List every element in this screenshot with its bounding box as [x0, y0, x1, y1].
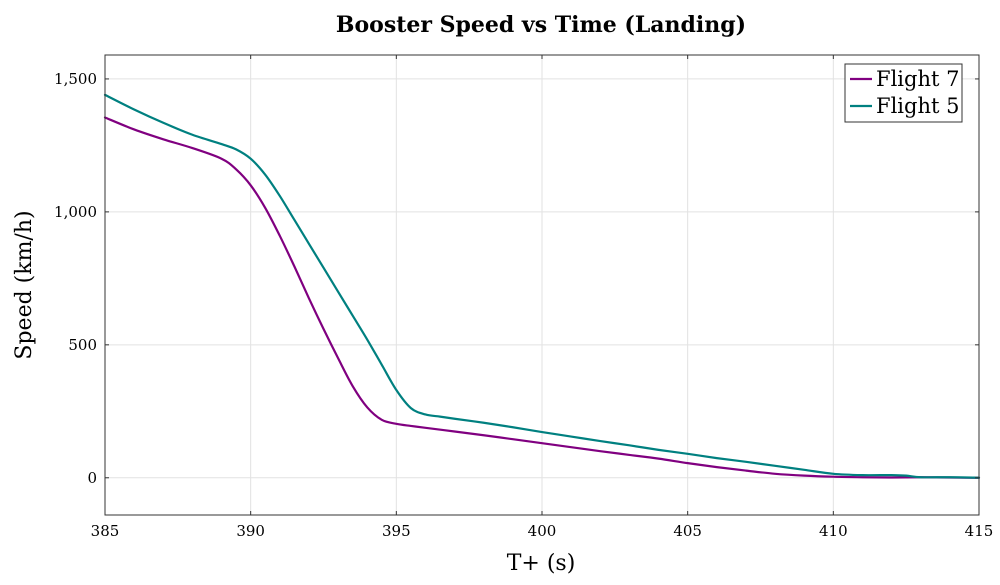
y-tick-label: 0: [87, 469, 97, 487]
y-tick-label: 1,000: [54, 203, 97, 221]
legend: Flight 7 Flight 5: [844, 63, 963, 123]
legend-label-flight-7: Flight 7: [876, 67, 959, 91]
series-line-flight-7: [103, 116, 981, 479]
x-axis-label: T+ (s): [507, 551, 576, 576]
grid: [104, 55, 980, 515]
legend-label-flight-5: Flight 5: [876, 94, 959, 118]
x-tick-label: 410: [819, 522, 848, 540]
axis-ticks: 385 390 395 400 405 410 415 0 500 1,000 1,500: [54, 55, 993, 540]
x-tick-label: 400: [528, 522, 557, 540]
y-tick-label: 1,500: [54, 70, 97, 88]
y-axis-label: Speed (km/h): [12, 210, 37, 359]
y-tick-label: 500: [68, 336, 97, 354]
x-tick-label: 405: [673, 522, 702, 540]
series-layer: [103, 93, 981, 479]
legend-box: [844, 63, 963, 123]
chart-title: Booster Speed vs Time (Landing): [336, 12, 746, 38]
x-tick-label: 385: [91, 522, 120, 540]
x-tick-label: 395: [382, 522, 411, 540]
x-tick-label: 390: [236, 522, 265, 540]
x-tick-label: 415: [965, 522, 994, 540]
series-line-flight-5: [103, 93, 981, 479]
